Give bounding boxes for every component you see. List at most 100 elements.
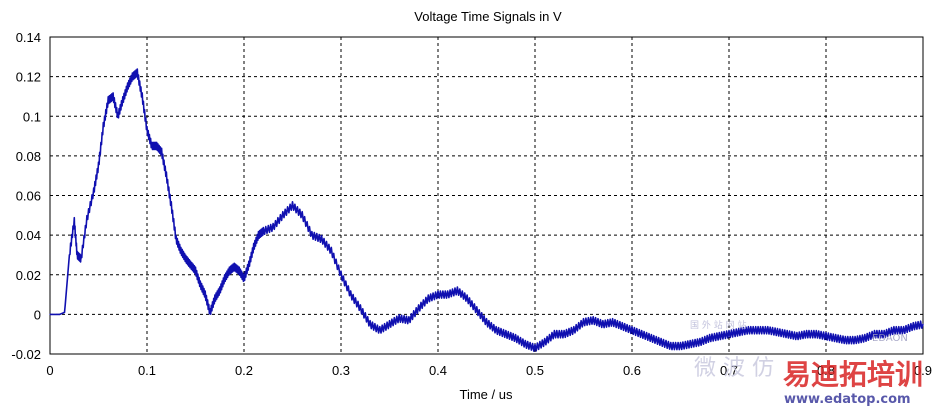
data-point — [156, 145, 158, 147]
data-point — [806, 333, 808, 335]
x-tick-label: 0.5 — [526, 363, 544, 378]
data-point — [97, 165, 100, 167]
watermark-small-text: 国 外 站 网 站 — [690, 319, 746, 331]
y-axis-ticks: -0.02 0 0.02 0.04 0.06 0.08 0.1 0.12 0.14 — [11, 30, 41, 362]
data-point — [641, 333, 643, 335]
data-point — [224, 278, 226, 280]
data-point — [151, 145, 153, 147]
data-point — [379, 329, 381, 331]
watermark-brand: 易迪拓培训 — [783, 358, 923, 391]
data-point — [262, 230, 264, 232]
data-point — [544, 341, 546, 343]
watermark-small-text-2: EDAON — [872, 333, 908, 344]
x-tick-label: 0.9 — [914, 363, 932, 378]
data-point — [534, 347, 536, 349]
y-tick-label: 0.06 — [16, 189, 41, 204]
data-point — [825, 335, 827, 337]
data-point — [146, 129, 148, 131]
watermark-logo: 国 外 站 网 站 EDAON 微 波 仿 易迪拓培训 www.edatop.c… — [690, 319, 923, 407]
data-point — [903, 329, 905, 331]
data-point — [553, 333, 556, 335]
data-point — [660, 341, 662, 343]
data-point — [922, 323, 924, 325]
data-point — [185, 258, 187, 260]
data-point — [679, 345, 682, 347]
data-point — [102, 125, 104, 127]
data-point — [93, 190, 95, 193]
data-point — [524, 343, 526, 345]
data-point — [612, 321, 614, 323]
data-point — [359, 307, 361, 310]
data-point — [311, 234, 313, 236]
data-point — [204, 293, 206, 296]
data-point — [340, 274, 342, 276]
watermark-url: www.edatop.com — [784, 392, 911, 407]
y-tick-label: 0.02 — [16, 268, 41, 283]
data-point — [738, 331, 740, 333]
data-point — [233, 266, 235, 268]
data-point — [747, 329, 750, 331]
data-point — [689, 343, 691, 345]
data-point — [214, 297, 216, 300]
data-point — [369, 323, 371, 325]
data-point — [699, 341, 701, 343]
data-point — [117, 115, 119, 117]
x-tick-label: 0.2 — [235, 363, 253, 378]
data-point — [883, 333, 885, 335]
x-tick-label: 0.6 — [623, 363, 641, 378]
data-point — [170, 204, 172, 207]
plot-area-border — [49, 36, 924, 355]
data-point — [796, 335, 798, 337]
x-axis-ticks: 0 0.1 0.2 0.3 0.4 0.5 0.6 0.7 0.8 0.9 — [46, 363, 932, 378]
data-point — [194, 270, 197, 272]
data-point — [160, 151, 163, 153]
series-line — [50, 68, 924, 352]
data-point — [330, 250, 332, 252]
watermark-cn-small: 微 波 仿 — [694, 356, 774, 381]
data-point — [243, 278, 245, 280]
y-tick-label: -0.02 — [11, 347, 41, 362]
data-point — [136, 72, 138, 74]
series-layer — [49, 68, 924, 352]
data-point — [291, 204, 294, 207]
data-point — [272, 226, 274, 228]
data-point — [505, 333, 507, 335]
y-tick-label: 0.1 — [23, 109, 41, 124]
data-point — [68, 254, 70, 256]
data-point — [59, 313, 61, 315]
y-tick-label: 0.04 — [16, 228, 41, 243]
data-point — [301, 214, 303, 216]
data-point — [248, 264, 250, 266]
data-point — [767, 329, 769, 331]
y-tick-label: 0.08 — [16, 149, 41, 164]
data-point — [573, 329, 575, 331]
data-point — [165, 175, 167, 177]
data-point — [76, 254, 78, 256]
data-point — [107, 99, 109, 101]
data-point — [63, 311, 66, 313]
data-point — [709, 337, 711, 339]
data-point — [437, 293, 439, 296]
data-point — [209, 311, 211, 313]
data-point — [350, 293, 352, 296]
data-point — [127, 85, 129, 88]
y-tick-label: 0.14 — [16, 30, 41, 45]
data-point — [199, 284, 201, 286]
data-point — [757, 329, 759, 331]
data-point — [388, 323, 391, 325]
x-tick-label: 0.4 — [429, 363, 447, 378]
data-point — [49, 313, 51, 315]
data-point — [621, 325, 623, 327]
data-point — [728, 333, 730, 335]
x-axis-label: Time / us — [460, 387, 513, 402]
x-tick-label: 0.8 — [817, 363, 835, 378]
data-point — [912, 325, 914, 327]
y-tick-label: 0 — [34, 307, 41, 322]
data-point — [80, 258, 82, 260]
data-point — [73, 220, 75, 222]
x-tick-label: 0.3 — [332, 363, 350, 378]
data-point — [650, 337, 653, 339]
data-point — [253, 246, 255, 248]
